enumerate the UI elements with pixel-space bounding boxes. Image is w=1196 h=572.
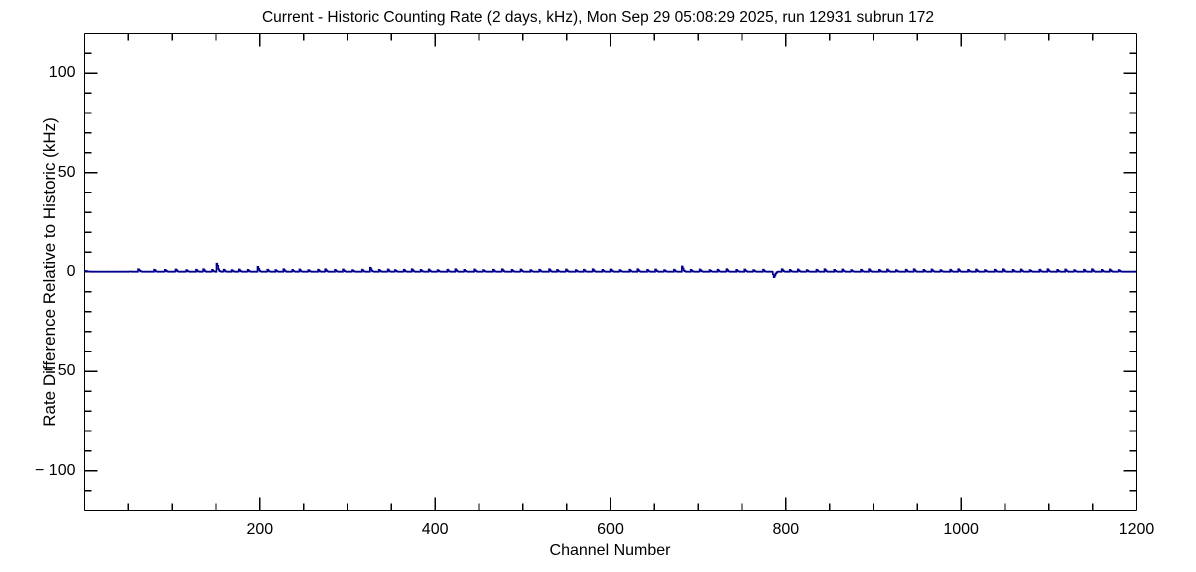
y-axis-tick-label: − 50 <box>43 362 76 380</box>
y-axis-tick-label: 100 <box>48 64 76 82</box>
x-axis-tick-label: 400 <box>421 520 449 538</box>
y-axis-title: Rate Difference Relative to Historic (kH… <box>40 117 59 427</box>
y-axis-tick-label: 0 <box>66 263 76 280</box>
y-axis-tick-label: 50 <box>57 163 76 181</box>
x-axis-title: Channel Number <box>549 542 671 559</box>
y-axis-tick-label: − 100 <box>35 461 76 479</box>
x-axis-tick-label: 1200 <box>1118 520 1155 538</box>
x-axis-tick-label: 800 <box>772 520 800 538</box>
page-title: Current - Historic Counting Rate (2 days… <box>261 9 935 26</box>
data-series-line <box>84 262 1137 278</box>
x-axis-tick-label: 1000 <box>943 520 979 538</box>
x-axis-tick-label: 200 <box>246 520 274 538</box>
x-axis-tick-label: 600 <box>597 520 624 538</box>
